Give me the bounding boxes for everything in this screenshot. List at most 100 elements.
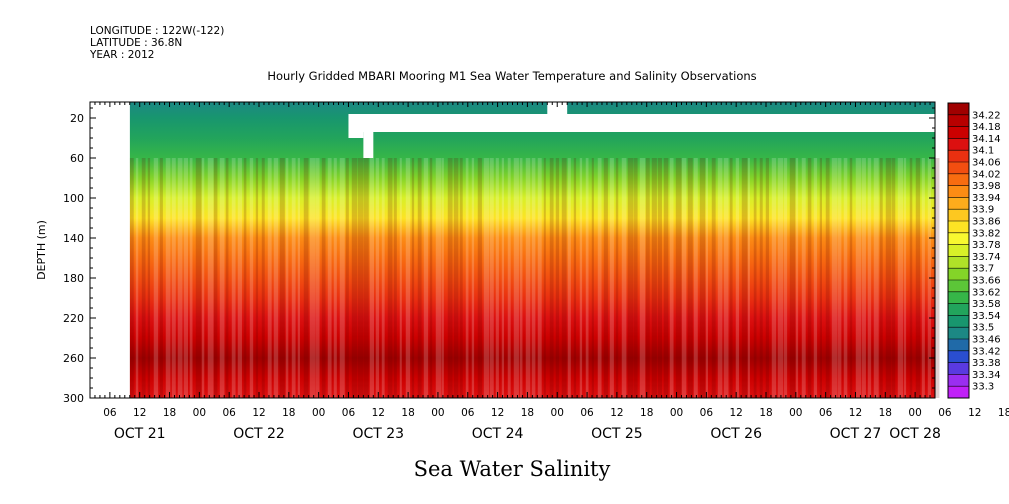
x-axis: 06 12 18 00 06 12 18 00 06 12 18 00 06 12 18 00 06 12 18 00…	[89, 102, 1009, 442]
x-hour-label: 12	[849, 407, 862, 419]
streak	[231, 158, 236, 398]
x-hour-label: 12	[372, 407, 385, 419]
streak	[399, 158, 402, 398]
colorbar-label: 33.78	[972, 240, 1001, 251]
streak	[633, 158, 638, 398]
streak	[783, 158, 788, 398]
plot-area	[89, 101, 940, 399]
streak	[357, 158, 364, 398]
colorbar-label: 34.14	[972, 134, 1001, 145]
streak	[735, 158, 740, 398]
streak	[531, 158, 536, 398]
streak	[693, 158, 698, 398]
streak	[921, 158, 925, 398]
streak	[849, 158, 853, 398]
x-hour-label: 00	[670, 407, 683, 419]
x-hour-label: 18	[521, 407, 534, 419]
streak	[129, 158, 134, 398]
colorbar-swatch	[948, 197, 969, 210]
streak	[321, 158, 326, 398]
streak	[807, 158, 812, 398]
colorbar-swatch	[948, 173, 969, 187]
streak	[255, 158, 259, 398]
x-day-label: OCT 22	[233, 426, 285, 442]
colorbar-swatch	[948, 138, 969, 151]
streak	[507, 158, 511, 398]
x-day-label: OCT 23	[352, 426, 404, 442]
streak	[897, 158, 903, 398]
streak	[747, 158, 750, 398]
streak	[465, 158, 469, 398]
colorbar-label: 34.22	[972, 110, 1001, 121]
streak	[705, 158, 708, 398]
x-hour-label: 06	[700, 407, 714, 419]
colorbar-label: 33.98	[972, 181, 1001, 192]
colorbar-swatch	[948, 126, 969, 139]
colorbar-swatch	[948, 150, 969, 163]
y-axis-label: DEPTH (m)	[35, 220, 48, 280]
streak	[405, 158, 411, 398]
streak	[729, 158, 733, 398]
streak	[273, 158, 279, 398]
streak	[741, 158, 748, 398]
streak	[591, 158, 594, 398]
x-hour-label: 00	[312, 407, 325, 419]
streak	[861, 158, 866, 398]
year-label: YEAR : 2012	[90, 49, 155, 61]
streak	[879, 158, 883, 398]
colorbar-swatch	[948, 303, 969, 316]
streak	[639, 158, 646, 398]
y-tick-label: 300	[63, 392, 84, 405]
streak	[279, 158, 285, 398]
colorbar-swatch	[948, 256, 969, 269]
streak	[501, 158, 505, 398]
colorbar-swatch	[948, 291, 969, 305]
colorbar-swatch	[948, 268, 969, 281]
streak	[555, 158, 560, 398]
streak	[417, 158, 422, 398]
streak	[375, 158, 380, 398]
streak	[159, 158, 163, 398]
streak	[447, 158, 453, 398]
streak	[489, 158, 494, 398]
x-hour-label: 00	[551, 407, 564, 419]
streak	[213, 158, 218, 398]
streak	[825, 158, 830, 398]
colorbar-swatch	[948, 386, 969, 399]
missing-data-region	[348, 114, 935, 132]
streak	[285, 158, 289, 398]
streak	[291, 158, 296, 398]
streak	[837, 158, 842, 398]
streak	[801, 158, 806, 398]
streak	[867, 158, 872, 398]
streak	[777, 158, 784, 398]
x-hour-label: 12	[491, 407, 504, 419]
colorbar-label: 33.5	[972, 323, 994, 334]
streak	[339, 158, 345, 398]
colorbar-swatch	[948, 244, 969, 257]
colorbar-label: 33.62	[972, 287, 1001, 298]
streak	[423, 158, 429, 398]
x-hour-label: 12	[133, 407, 146, 419]
x-hour-label: 18	[879, 407, 892, 419]
streak	[171, 158, 176, 398]
x-day-label: OCT 25	[591, 426, 643, 442]
streak	[153, 158, 159, 398]
streak	[753, 158, 757, 398]
streak	[351, 158, 358, 398]
streak	[435, 158, 442, 398]
streak	[651, 158, 657, 398]
streak	[819, 158, 823, 398]
colorbar-label: 34.1	[972, 146, 994, 157]
streak	[831, 158, 838, 398]
colorbar-swatch	[948, 221, 969, 234]
streak	[573, 158, 577, 398]
colorbar-label: 33.46	[972, 335, 1001, 346]
chart-subtitle: Sea Water Salinity	[414, 457, 611, 481]
longitude-label: LONGITUDE : 122W(-122)	[90, 25, 225, 37]
streak	[165, 158, 171, 398]
colorbar: 34.2234.1834.1434.134.0634.0233.9833.943…	[947, 102, 1001, 399]
streak	[765, 158, 769, 398]
x-hour-label: 00	[193, 407, 206, 419]
streak	[183, 158, 189, 398]
